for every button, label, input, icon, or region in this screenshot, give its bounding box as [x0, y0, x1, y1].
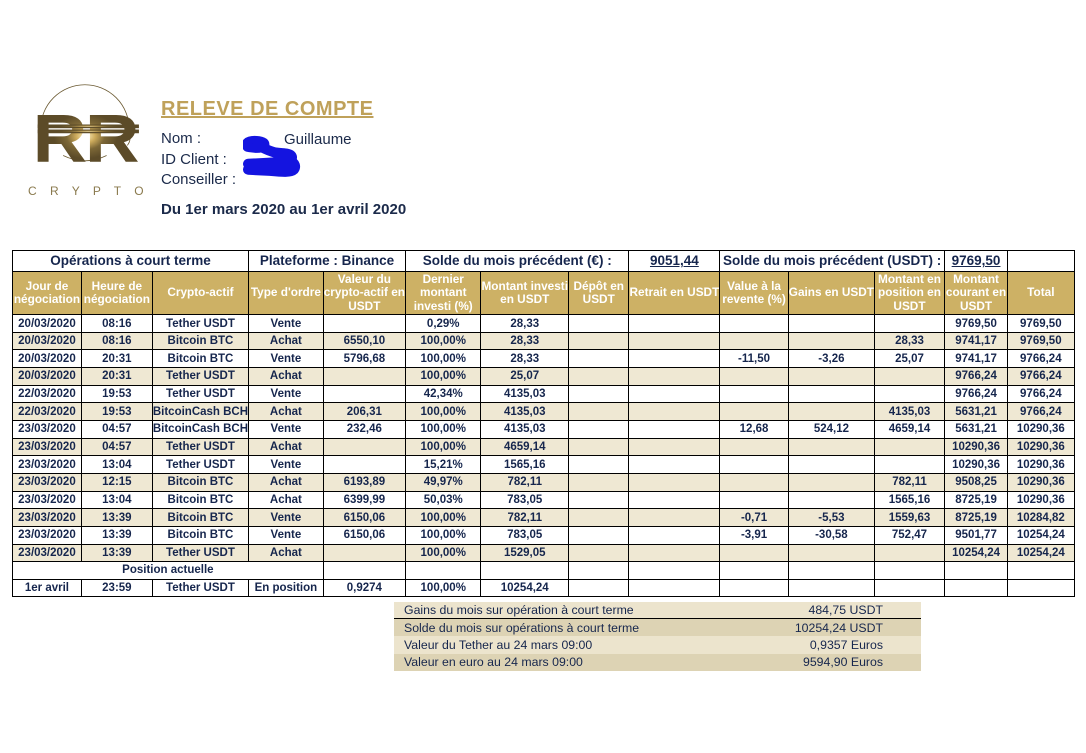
svg-text:RR: RR [33, 101, 139, 176]
